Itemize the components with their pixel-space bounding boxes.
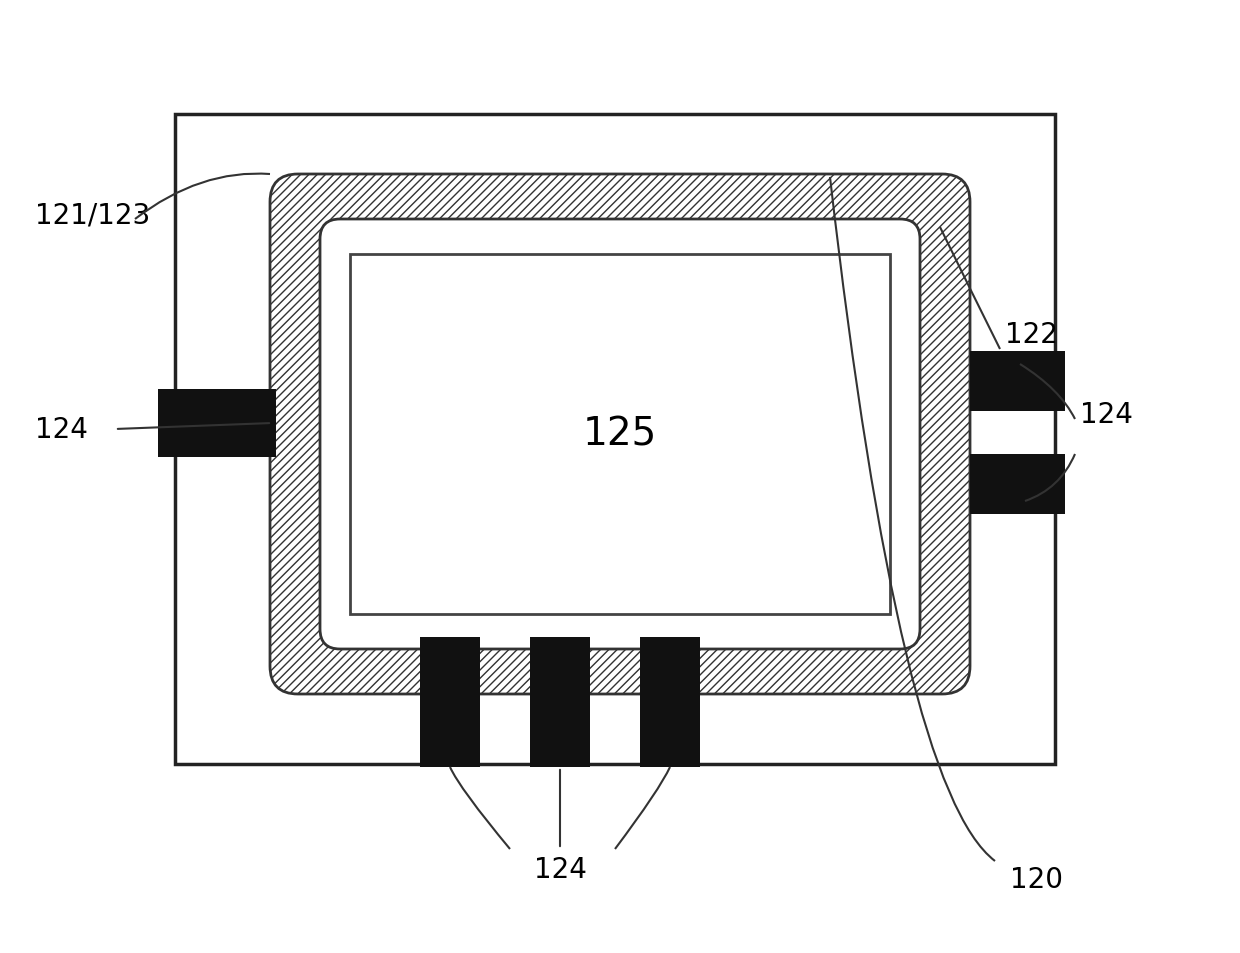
Text: 120: 120 (1011, 865, 1063, 893)
Text: 121/123: 121/123 (35, 201, 150, 229)
Text: 122: 122 (1004, 320, 1058, 349)
FancyBboxPatch shape (320, 220, 920, 649)
Bar (640, 638, 701, 767)
FancyBboxPatch shape (270, 174, 970, 695)
Bar (157, 390, 277, 457)
Text: 124: 124 (1080, 400, 1133, 429)
Bar (529, 638, 590, 767)
Bar (175, 115, 1055, 764)
Bar (970, 455, 1065, 515)
Bar (350, 254, 890, 615)
Text: 124: 124 (35, 416, 88, 443)
Bar (420, 638, 480, 767)
Text: 124: 124 (533, 855, 587, 883)
Text: 125: 125 (583, 416, 657, 454)
Bar (970, 352, 1065, 412)
